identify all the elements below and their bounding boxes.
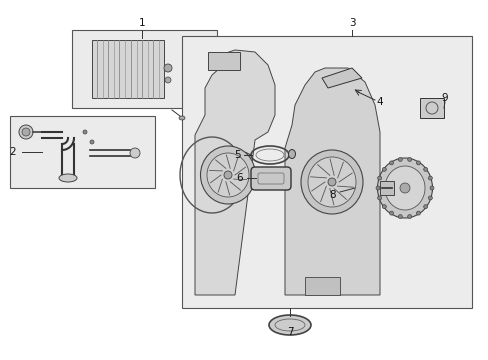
Text: 9: 9 (441, 93, 447, 103)
Ellipse shape (423, 167, 427, 171)
Ellipse shape (22, 128, 30, 136)
Ellipse shape (164, 77, 171, 83)
Bar (207, 52, 240, 70)
Bar (305, 277, 339, 295)
Ellipse shape (427, 176, 431, 180)
Ellipse shape (377, 196, 381, 200)
Ellipse shape (206, 153, 248, 197)
Ellipse shape (416, 211, 420, 215)
Ellipse shape (423, 204, 427, 209)
Ellipse shape (377, 176, 381, 180)
Ellipse shape (19, 125, 33, 139)
Bar (92, 40, 163, 98)
Bar (419, 98, 443, 118)
Ellipse shape (382, 167, 386, 171)
Ellipse shape (327, 178, 335, 186)
Ellipse shape (384, 166, 424, 210)
Ellipse shape (59, 174, 77, 182)
Ellipse shape (224, 171, 231, 179)
Ellipse shape (83, 130, 87, 134)
Ellipse shape (90, 140, 94, 144)
Bar (10, 116, 155, 188)
Text: 4: 4 (376, 97, 383, 107)
Ellipse shape (398, 157, 402, 161)
Ellipse shape (288, 149, 295, 158)
Bar (182, 36, 471, 308)
Bar (72, 30, 217, 108)
Ellipse shape (416, 161, 420, 165)
Ellipse shape (389, 211, 393, 215)
Polygon shape (285, 68, 379, 295)
Ellipse shape (163, 64, 172, 72)
Text: 5: 5 (234, 150, 241, 160)
Ellipse shape (301, 150, 362, 214)
Ellipse shape (399, 183, 409, 193)
FancyBboxPatch shape (250, 167, 290, 190)
Ellipse shape (389, 161, 393, 165)
Ellipse shape (200, 146, 255, 204)
Ellipse shape (130, 148, 140, 158)
Text: 6: 6 (236, 173, 243, 183)
Ellipse shape (429, 186, 433, 190)
Polygon shape (195, 50, 274, 295)
Bar (379, 181, 393, 195)
Text: 1: 1 (139, 18, 145, 28)
Ellipse shape (179, 116, 184, 120)
Ellipse shape (407, 157, 411, 161)
Ellipse shape (427, 196, 431, 200)
Text: 7: 7 (286, 327, 293, 337)
Ellipse shape (377, 158, 431, 218)
Text: 8: 8 (329, 190, 336, 200)
Ellipse shape (375, 186, 379, 190)
Ellipse shape (407, 215, 411, 219)
Ellipse shape (307, 157, 355, 207)
Polygon shape (321, 68, 361, 88)
Ellipse shape (398, 215, 402, 219)
Text: 2: 2 (10, 147, 16, 157)
Ellipse shape (382, 204, 386, 209)
Ellipse shape (268, 315, 310, 335)
Text: 3: 3 (348, 18, 355, 28)
